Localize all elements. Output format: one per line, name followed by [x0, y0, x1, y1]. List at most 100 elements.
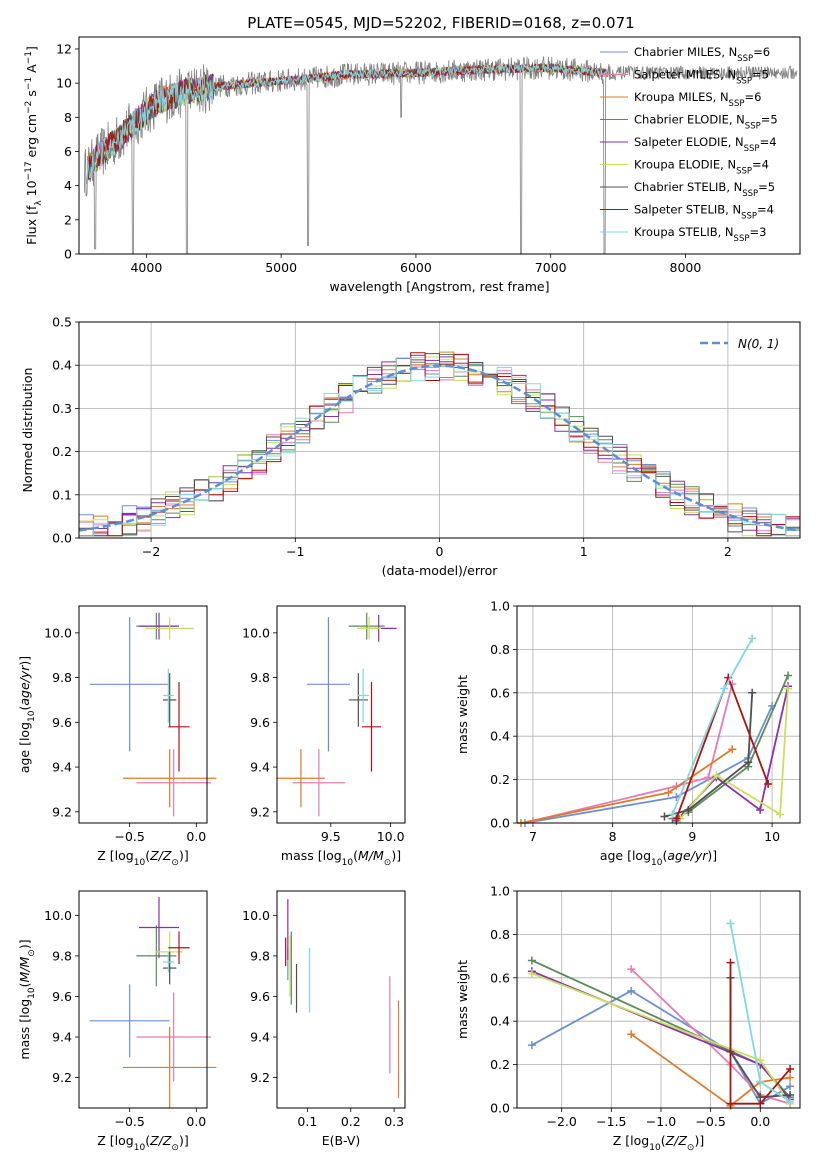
x-tick-label: 9.5: [321, 829, 341, 844]
label-part: log: [323, 848, 342, 863]
residual-legend: N(0, 1): [700, 337, 779, 351]
label-part: ⊙: [384, 858, 392, 868]
label-part: Z/Z: [149, 848, 172, 863]
z-age-points: [89, 612, 217, 817]
label-part: erg cm: [24, 114, 39, 162]
mass-age-frame: [276, 605, 406, 824]
label-part: mass weight: [455, 675, 470, 754]
age-weight-xlabel: age [log10(age/yr)]: [600, 848, 717, 868]
y-tick-label: 0.4: [490, 1014, 510, 1029]
label-part: )]: [17, 656, 32, 666]
x-tick-label: 9: [688, 829, 696, 844]
weight-point-marker: [684, 805, 693, 814]
label-part: (data-model)/error: [382, 563, 499, 578]
weight-series-line: [664, 692, 754, 818]
legend-entry: Chabrier STELIB, NSSP=5: [634, 180, 775, 199]
weight-point-marker: [756, 1056, 765, 1065]
x-tick-label: −1.5: [596, 1114, 626, 1129]
label-part: )]: [391, 848, 401, 863]
weight-point-marker: [786, 1073, 795, 1082]
legend-sub: SSP: [741, 212, 757, 222]
label-part: mass weight: [455, 960, 470, 1039]
label-part: )]: [179, 1133, 189, 1148]
z-weight-series: [527, 919, 795, 1110]
ebv-mass-points: [285, 899, 400, 1098]
label-part: Flux [f: [24, 205, 39, 245]
legend-text: Kroupa MILES, N: [634, 90, 729, 104]
z-mass-ylabel: mass [log10(M/M⊙)]: [17, 939, 37, 1059]
z-mass-xlabel: Z [log10(Z/Z⊙)]: [97, 1133, 188, 1153]
label-part: (: [145, 1133, 150, 1148]
x-tick-label: −0.5: [114, 829, 144, 844]
weight-point-marker: [527, 969, 536, 978]
y-tick-label: 0.2: [52, 444, 72, 459]
label-part: (: [17, 982, 32, 987]
x-tick-label: 5000: [265, 260, 297, 275]
label-part: log: [17, 722, 32, 741]
y-tick-label: 0.4: [52, 358, 72, 373]
label-part: Normed distribution: [20, 368, 35, 493]
legend-entry: Kroupa MILES, NSSP=6: [634, 90, 761, 109]
x-tick-label: 10.0: [377, 829, 405, 844]
legend-tail: =5: [752, 68, 769, 82]
weight-point-marker: [660, 812, 669, 821]
figure-title: PLATE=0545, MJD=52202, FIBERID=0168, z=0…: [247, 14, 634, 32]
legend-tail: =5: [761, 113, 778, 127]
mass-age-axes: 9.5 10.0 9.2 9.4 9.6 9.8 10.0 mass [log10(M/M⊙)…: [242, 625, 404, 868]
legend-text: Chabrier ELODIE, N: [634, 113, 745, 127]
y-tick-label: 9.2: [250, 804, 270, 819]
y-tick-label: 10.0: [242, 908, 270, 923]
legend-sub: SSP: [729, 99, 745, 109]
y-tick-label: 0.8: [490, 927, 510, 942]
spectrum-plot: [84, 56, 798, 254]
legend-entry: N(0, 1): [738, 337, 779, 351]
x-tick-label: 7000: [535, 260, 567, 275]
y-tick-label: 9.8: [52, 948, 72, 963]
weight-point-marker: [627, 986, 636, 995]
y-tick-label: 0.1: [52, 487, 72, 502]
label-part: 10: [134, 858, 146, 868]
weight-point-marker: [527, 956, 536, 965]
y-tick-label: 0.0: [52, 531, 72, 546]
y-tick-label: 0.2: [490, 1057, 510, 1072]
label-part: −1: [24, 77, 34, 90]
legend-sub: SSP: [745, 122, 761, 132]
weight-point-marker: [726, 919, 735, 928]
weight-point-marker: [764, 779, 773, 788]
gaussian-curve: [79, 364, 800, 532]
y-tick-label: 10.0: [242, 625, 270, 640]
y-tick-label: 9.8: [250, 670, 270, 685]
mass-age-xlabel: mass [log10(M/M⊙)]: [281, 848, 401, 868]
weight-series-line: [672, 675, 789, 820]
legend-entry: Chabrier MILES, NSSP=6: [634, 45, 770, 64]
weight-point-marker: [786, 1097, 795, 1106]
residuals-frame: [78, 321, 801, 539]
label-part: )]: [179, 848, 189, 863]
x-tick-label: 10: [764, 829, 780, 844]
label-part: 10: [651, 858, 663, 868]
z-mass-points: [89, 897, 217, 1108]
residual-histogram: [79, 353, 800, 537]
label-part: log: [115, 1133, 134, 1148]
label-part: log: [632, 848, 651, 863]
y-tick-label: 9.4: [250, 760, 270, 775]
y-tick-label: 0.0: [490, 816, 510, 831]
z-age-frame: [78, 605, 208, 824]
legend-tail: =4: [757, 203, 774, 217]
label-part: −2: [24, 101, 34, 114]
x-tick-label: −1: [286, 544, 304, 559]
y-tick-label: 9.6: [250, 989, 270, 1004]
y-tick-label: 0.8: [490, 642, 510, 657]
weight-point-marker: [756, 1077, 765, 1086]
weight-point-marker: [756, 805, 765, 814]
weight-point-marker: [527, 1041, 536, 1050]
weight-point-marker: [786, 1082, 795, 1091]
legend-tail: =6: [753, 45, 770, 59]
legend-tail: =3: [749, 225, 766, 239]
label-part: mass [: [281, 848, 323, 863]
z-weight-frame: [516, 890, 801, 1109]
weight-point-marker: [776, 810, 785, 819]
x-tick-label: 0.3: [384, 1114, 404, 1129]
y-tick-label: 9.8: [250, 948, 270, 963]
y-tick-label: 1.0: [490, 884, 510, 899]
